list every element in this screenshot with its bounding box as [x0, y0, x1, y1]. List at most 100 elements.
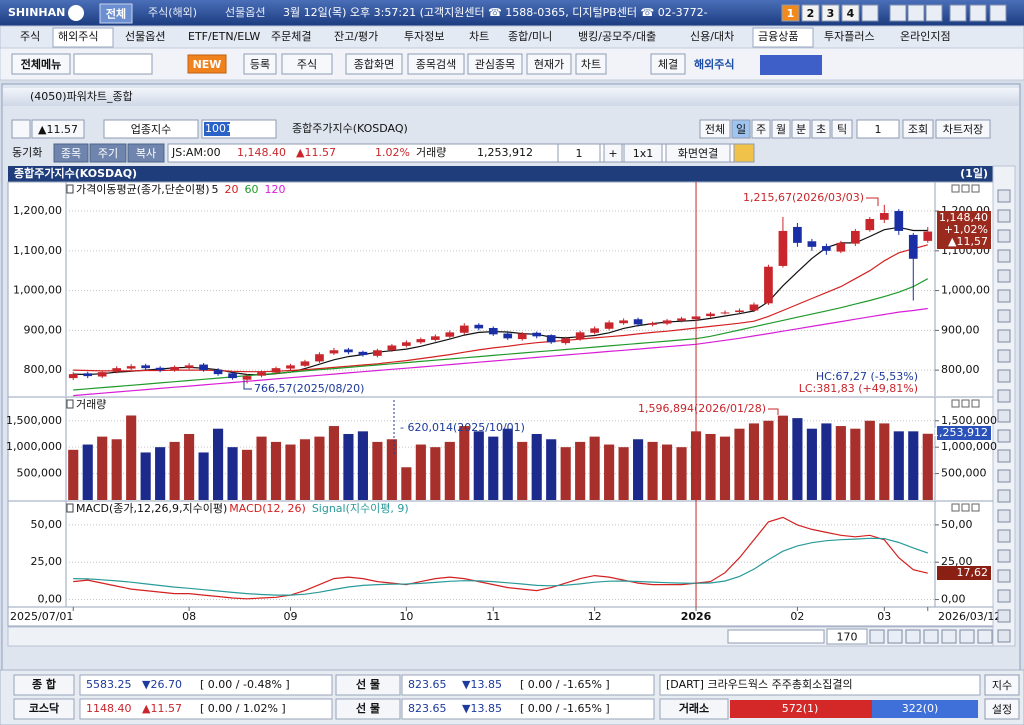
period-button-label[interactable]: 주 — [756, 123, 766, 136]
period-button[interactable] — [811, 119, 831, 139]
pen-button[interactable] — [733, 143, 755, 163]
toolbar-button[interactable] — [575, 53, 607, 75]
toolbar-button-label[interactable]: 체결 — [658, 58, 678, 71]
sync-tab-label[interactable]: 주기 — [98, 147, 118, 160]
tool-icon[interactable] — [997, 329, 1011, 343]
toolbar-button-label[interactable]: 관심종목 — [475, 58, 515, 71]
zoom-input-label[interactable]: 170 — [837, 631, 858, 644]
link-button[interactable] — [665, 143, 731, 163]
count-select-label[interactable]: 1 — [576, 147, 583, 160]
toolbar-button-label[interactable]: 차트 — [581, 58, 601, 71]
link-button-label[interactable]: 화면연결 — [678, 147, 718, 160]
period-button[interactable] — [831, 119, 853, 139]
period-button-label[interactable]: 일 — [736, 122, 746, 136]
tv-button[interactable] — [760, 55, 822, 75]
plus-button-label[interactable]: + — [608, 147, 617, 160]
period-button-label[interactable]: 월 — [776, 123, 786, 136]
screen-button-label[interactable]: 1 — [787, 7, 795, 20]
scroll-control[interactable] — [923, 629, 939, 644]
screen-button-label[interactable]: 4 — [847, 7, 855, 20]
tool-icon[interactable] — [997, 389, 1011, 403]
menu-item[interactable]: 해외주식 — [58, 29, 98, 43]
sync-tab-label[interactable]: 복사 — [136, 147, 156, 160]
save-button-label[interactable]: 차트저장 — [943, 123, 983, 136]
count-select[interactable] — [557, 143, 601, 163]
market-select-label[interactable]: 업종지수 — [131, 123, 171, 136]
screen-button-label[interactable]: 3 — [827, 7, 835, 20]
search-input[interactable] — [73, 53, 153, 75]
window-control[interactable] — [889, 4, 907, 22]
tool-icon[interactable] — [997, 209, 1011, 223]
tool-icon[interactable] — [997, 469, 1011, 483]
change-button-label[interactable]: ▲11.57 — [38, 123, 78, 136]
toolbar-button[interactable] — [526, 53, 572, 75]
period-button[interactable] — [731, 119, 751, 139]
toolbar-button[interactable] — [243, 53, 277, 75]
count-select-label[interactable]: 1 — [875, 123, 882, 136]
sync-tab-label[interactable]: 종목 — [61, 147, 81, 160]
status-button-label[interactable]: 지수 — [992, 679, 1012, 692]
tool-icon[interactable] — [997, 189, 1011, 203]
scroll-control[interactable] — [887, 629, 903, 644]
pane-control[interactable] — [971, 399, 980, 408]
plus-button[interactable] — [603, 143, 623, 163]
menu-item[interactable]: ETF/ETN/ELW — [188, 30, 260, 43]
new-button[interactable] — [187, 54, 227, 74]
count-select[interactable] — [856, 119, 900, 139]
period-button[interactable] — [791, 119, 811, 139]
scroll-control[interactable] — [869, 629, 885, 644]
screen-button[interactable] — [781, 4, 800, 22]
tool-icon[interactable] — [997, 349, 1011, 363]
change-button[interactable] — [31, 119, 85, 139]
tool-icon[interactable] — [997, 409, 1011, 423]
save-button[interactable] — [935, 119, 991, 139]
menu-item[interactable]: 종합/미니 — [508, 30, 552, 43]
toolbar-button[interactable] — [345, 53, 403, 75]
toolbar-button-label[interactable]: 주식 — [297, 58, 317, 71]
tool-icon[interactable] — [997, 309, 1011, 323]
tool-icon[interactable] — [997, 509, 1011, 523]
pane-control[interactable] — [971, 503, 980, 512]
tool-icon[interactable] — [997, 229, 1011, 243]
period-button-label[interactable]: 분 — [796, 123, 806, 136]
layout-button-label[interactable]: 1x1 — [633, 147, 654, 160]
tool-icon[interactable] — [997, 609, 1011, 623]
pane-control[interactable] — [961, 503, 970, 512]
menu-item[interactable]: 금융상품 — [758, 30, 798, 43]
window-control[interactable] — [861, 4, 879, 22]
toolbar-button[interactable] — [650, 53, 686, 75]
query-button-label[interactable]: 조회 — [908, 123, 928, 136]
menu-item[interactable]: 주식 — [20, 30, 40, 43]
screen-button-label[interactable]: 2 — [807, 7, 815, 20]
period-button-label[interactable]: 전체 — [705, 123, 725, 136]
toolbar-button[interactable] — [467, 53, 523, 75]
sync-tab[interactable] — [89, 143, 127, 163]
tool-icon[interactable] — [997, 289, 1011, 303]
toolbar-button-label[interactable]: 종합화면 — [354, 58, 394, 71]
status-button[interactable] — [984, 674, 1020, 696]
top-tab[interactable]: 주식(해외) — [148, 5, 197, 19]
tool-icon[interactable] — [997, 549, 1011, 563]
status-button-label[interactable]: 설정 — [992, 703, 1012, 716]
all-menu-button-label[interactable]: 전체메뉴 — [21, 57, 61, 71]
pane-control[interactable] — [961, 184, 970, 193]
toolbar-button-label[interactable]: 등록 — [250, 58, 270, 71]
toolbar-button[interactable] — [407, 53, 465, 75]
menu-item[interactable]: 선물옵션 — [125, 30, 165, 43]
period-button[interactable] — [751, 119, 771, 139]
window-control[interactable] — [907, 4, 925, 22]
menu-item[interactable]: 신용/대차 — [690, 30, 734, 43]
period-button-label[interactable]: 틱 — [837, 123, 847, 136]
sync-tab[interactable] — [127, 143, 165, 163]
pane-control[interactable] — [951, 184, 960, 193]
window-control[interactable] — [969, 4, 987, 22]
scroll-control[interactable] — [905, 629, 921, 644]
screen-button[interactable] — [801, 4, 820, 22]
menu-item[interactable]: 잔고/평가 — [334, 30, 378, 43]
menu-item[interactable]: 차트 — [469, 30, 489, 43]
tool-icon[interactable] — [997, 369, 1011, 383]
menu-item[interactable]: 투자플러스 — [824, 30, 875, 43]
period-button-label[interactable]: 초 — [816, 123, 826, 136]
window-control[interactable] — [989, 4, 1007, 22]
tool-icon[interactable] — [997, 569, 1011, 583]
